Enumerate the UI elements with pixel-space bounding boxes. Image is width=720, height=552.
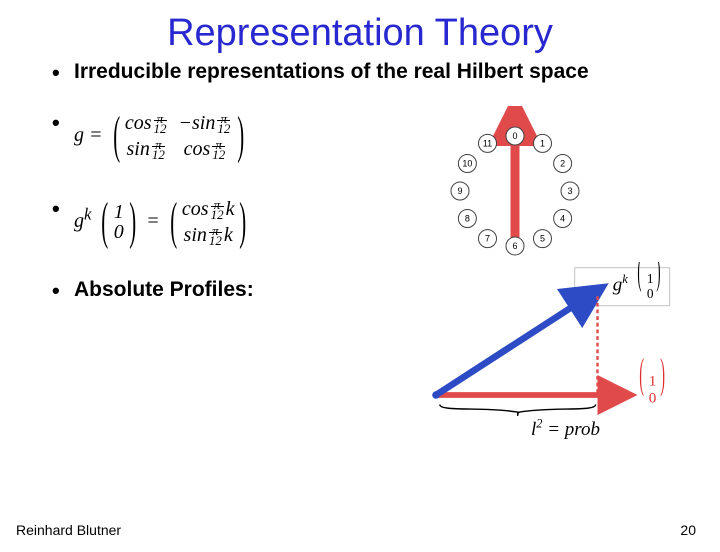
brace-icon bbox=[440, 405, 596, 416]
paren-l1: ( bbox=[637, 262, 641, 293]
clock-node-label: 7 bbox=[485, 234, 490, 244]
clock-node-label: 8 bbox=[465, 214, 470, 224]
blue-vector bbox=[436, 291, 598, 396]
slide-title: Representation Theory bbox=[0, 12, 720, 55]
svg-text:1: 1 bbox=[649, 373, 657, 390]
clock-node-label: 1 bbox=[540, 138, 545, 148]
clock-diagram: 0 1 2 3 4 5 6 7 8 9 10 11 bbox=[430, 106, 600, 276]
svg-text:0: 0 bbox=[649, 390, 657, 407]
clock-node-label: 6 bbox=[512, 241, 517, 251]
l2-formula: l2 = prob bbox=[531, 416, 600, 440]
clock-node-label: 9 bbox=[457, 186, 462, 196]
gk-vec-bot: 0 bbox=[647, 286, 654, 301]
origin-dot bbox=[432, 391, 440, 399]
clock-node-label: 0 bbox=[512, 131, 517, 141]
clock-node-label: 4 bbox=[560, 214, 565, 224]
formula-gk: gk (10) = ( cosπ12k sinπ12k ) bbox=[74, 210, 252, 232]
paren-r1: ) bbox=[656, 262, 660, 293]
clock-node-label: 2 bbox=[560, 159, 565, 169]
vector-diagram: gk ( 1 0 ) ( 1 0 ) l2 = prob bbox=[400, 262, 700, 452]
clock-node-label: 10 bbox=[462, 159, 472, 169]
clock-node-label: 5 bbox=[540, 234, 545, 244]
bullet-1: Irreducible representations of the real … bbox=[50, 60, 680, 84]
svg-text:): ) bbox=[660, 350, 665, 397]
svg-text:(: ( bbox=[639, 350, 644, 397]
red-vec10: ( 1 0 ) bbox=[639, 350, 665, 407]
clock-node-label: 3 bbox=[567, 186, 572, 196]
footer-author: Reinhard Blutner bbox=[16, 522, 121, 538]
footer-page: 20 bbox=[680, 522, 696, 538]
gk-vec-top: 1 bbox=[647, 271, 654, 286]
clock-node-label: 11 bbox=[483, 138, 492, 148]
formula-g: g = ( cosπ12 sinπ12 −sinπ12 cosπ12 ) bbox=[74, 124, 250, 146]
